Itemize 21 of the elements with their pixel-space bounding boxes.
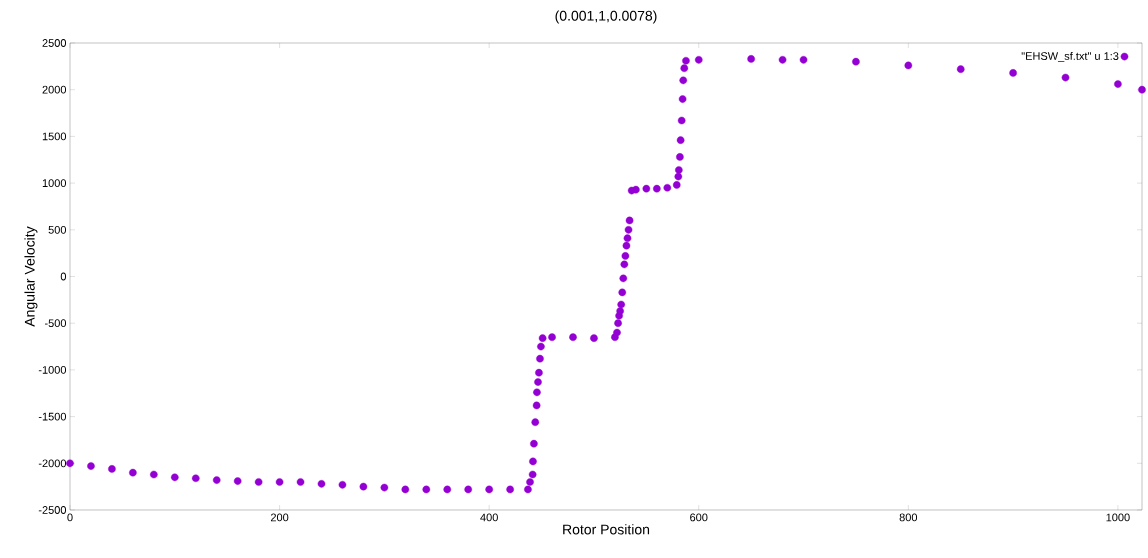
x-tick-label: 400 bbox=[480, 513, 498, 522]
legend-label: "EHSW_sf.txt" u 1:3 bbox=[1021, 51, 1119, 63]
x-tick-label: 1000 bbox=[1106, 513, 1130, 522]
y-tick-label: -500 bbox=[44, 319, 67, 328]
x-tick-label: 600 bbox=[690, 513, 708, 522]
y-tick-label: -2000 bbox=[38, 459, 67, 468]
y-tick-label: -1500 bbox=[38, 412, 67, 421]
y-tick-label: -2500 bbox=[38, 506, 67, 514]
x-tick-label: 800 bbox=[899, 513, 918, 522]
y-tick-label: 2500 bbox=[42, 39, 67, 47]
y-tick-label: 2000 bbox=[42, 85, 67, 94]
chart-title: (0.001,1,0.0078) bbox=[555, 10, 657, 24]
x-tick-label: 0 bbox=[67, 513, 73, 522]
x-axis-title: Rotor Position bbox=[563, 524, 650, 535]
y-tick-label: 1000 bbox=[42, 179, 67, 187]
y-tick-label: 1500 bbox=[42, 132, 67, 141]
y-axis-title: Angular Velocity bbox=[24, 226, 38, 327]
y-tick-label: 0 bbox=[60, 272, 67, 281]
x-tick-label: 200 bbox=[270, 513, 289, 522]
y-tick-label: -1000 bbox=[38, 366, 67, 374]
y-tick-label: 500 bbox=[48, 225, 67, 234]
